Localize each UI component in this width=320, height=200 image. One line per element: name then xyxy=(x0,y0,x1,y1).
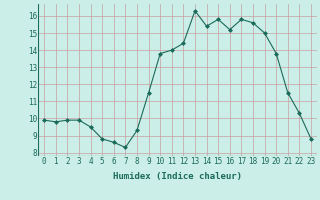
X-axis label: Humidex (Indice chaleur): Humidex (Indice chaleur) xyxy=(113,172,242,181)
